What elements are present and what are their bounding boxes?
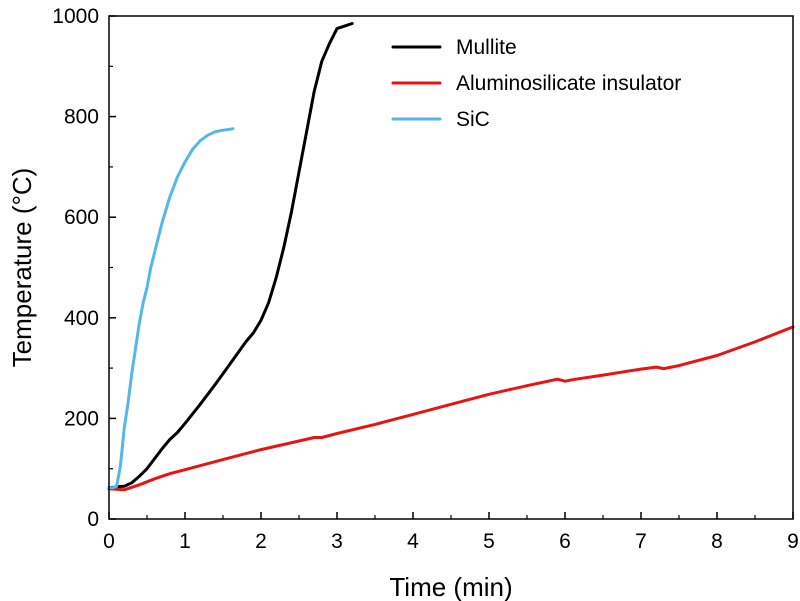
x-tick-label: 2 bbox=[255, 530, 267, 553]
x-tick-label: 8 bbox=[711, 530, 723, 553]
ticks-layer: 0 1 2 3 4 5 6 7 8 9 0 200 400 600 800 1000 bbox=[52, 5, 799, 553]
y-tick-label: 1000 bbox=[52, 5, 99, 28]
x-axis-title: Time (min) bbox=[389, 572, 512, 601]
legend-label: Mullite bbox=[456, 36, 517, 59]
series-line-2 bbox=[107, 127, 235, 490]
y-tick-label: 200 bbox=[64, 407, 99, 430]
y-tick-label: 800 bbox=[64, 106, 99, 129]
legend-label: SiC bbox=[456, 108, 490, 131]
y-axis-title: Temperature (°C) bbox=[7, 168, 37, 368]
plot-frame bbox=[108, 15, 794, 520]
x-tick-label: 7 bbox=[635, 530, 647, 553]
legend-label: Aluminosilicate insulator bbox=[456, 72, 681, 95]
x-tick-label: 4 bbox=[407, 530, 419, 553]
series-layer bbox=[107, 22, 795, 492]
y-tick-label: 400 bbox=[64, 307, 99, 330]
series-line-1 bbox=[107, 325, 795, 492]
y-tick-label: 600 bbox=[64, 206, 99, 229]
legend: Mullite Aluminosilicate insulator SiC bbox=[391, 36, 681, 131]
x-tick-label: 6 bbox=[559, 530, 571, 553]
y-tick-label: 0 bbox=[87, 508, 99, 531]
x-tick-label: 9 bbox=[787, 530, 799, 553]
x-tick-label: 3 bbox=[331, 530, 343, 553]
series-line-0 bbox=[107, 22, 354, 490]
x-tick-label: 1 bbox=[179, 530, 191, 553]
x-tick-label: 0 bbox=[103, 530, 115, 553]
x-tick-label: 5 bbox=[483, 530, 495, 553]
